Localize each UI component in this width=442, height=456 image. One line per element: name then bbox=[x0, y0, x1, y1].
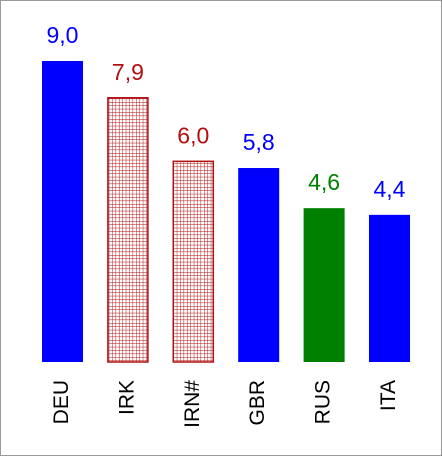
value-label: 4,6 bbox=[308, 169, 340, 195]
category-label: DEU bbox=[50, 380, 73, 424]
category-label: IRK bbox=[115, 380, 138, 415]
bar bbox=[107, 97, 149, 363]
value-label: 7,9 bbox=[112, 59, 144, 85]
bar bbox=[303, 208, 345, 362]
category-label: RUS bbox=[312, 380, 335, 424]
bar bbox=[172, 160, 215, 363]
category-label: ITA bbox=[377, 380, 400, 411]
value-label: 9,0 bbox=[47, 22, 79, 48]
value-label: 4,4 bbox=[374, 176, 406, 202]
category-label: IRN# bbox=[181, 380, 204, 428]
value-label: 5,8 bbox=[243, 129, 275, 155]
value-label: 6,0 bbox=[177, 122, 209, 148]
category-label: GBR bbox=[246, 380, 269, 426]
bar bbox=[42, 61, 83, 362]
bar bbox=[369, 214, 410, 362]
bar bbox=[238, 168, 280, 362]
